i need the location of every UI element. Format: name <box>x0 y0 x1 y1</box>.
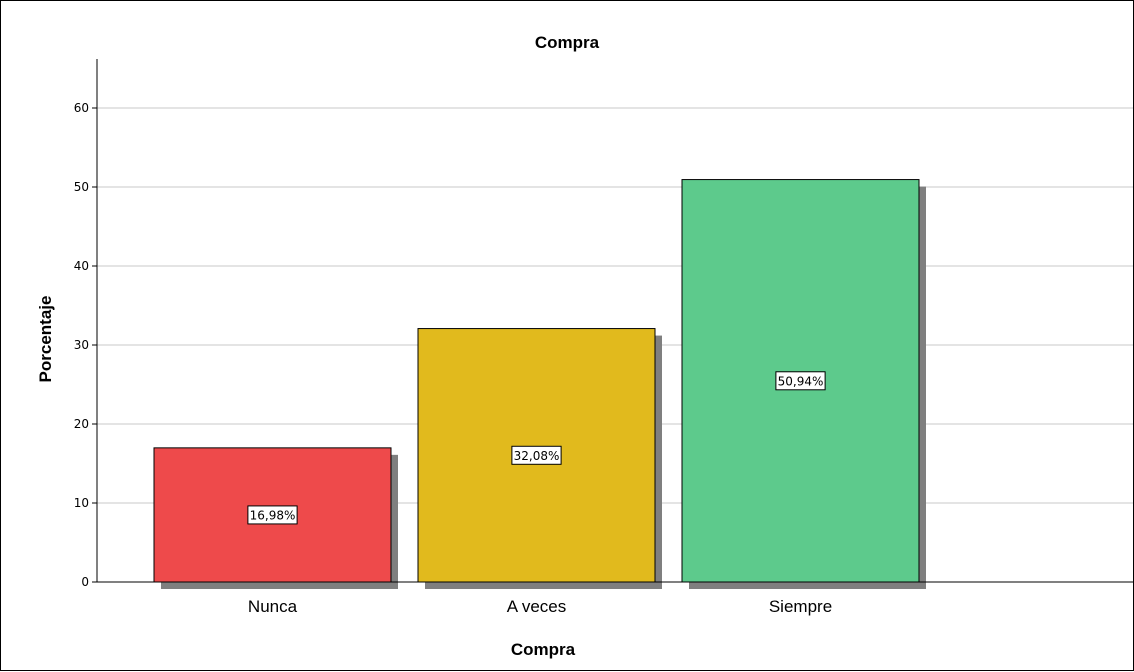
y-tick-label: 0 <box>81 575 89 589</box>
y-tick-label: 20 <box>74 417 89 431</box>
y-tick-label: 40 <box>74 259 89 273</box>
y-tick-label: 60 <box>74 101 89 115</box>
x-axis-ticks: Nunca A veces Siempre <box>248 597 832 616</box>
x-tick-label-2: Siempre <box>769 597 832 616</box>
y-axis-ticks: 0 10 20 30 40 50 60 <box>74 101 97 589</box>
x-tick-label-0: Nunca <box>248 597 298 616</box>
data-label-2: 50,94% <box>778 374 824 388</box>
y-tick-label: 50 <box>74 180 89 194</box>
y-tick-label: 10 <box>74 496 89 510</box>
x-tick-label-1: A veces <box>507 597 567 616</box>
x-axis-title: Compra <box>511 640 576 659</box>
chart-title: Compra <box>535 33 600 52</box>
data-label-box-1 <box>511 445 562 465</box>
y-axis-title: Porcentaje <box>36 296 55 383</box>
y-tick-label: 30 <box>74 338 89 352</box>
data-label-1: 32,08% <box>514 449 560 463</box>
data-label-box-2 <box>775 371 826 391</box>
data-label-0: 16,98% <box>250 508 296 522</box>
data-label-box-0 <box>247 505 298 525</box>
bars: 16,98% 32,08% 50,94% <box>153 179 926 589</box>
